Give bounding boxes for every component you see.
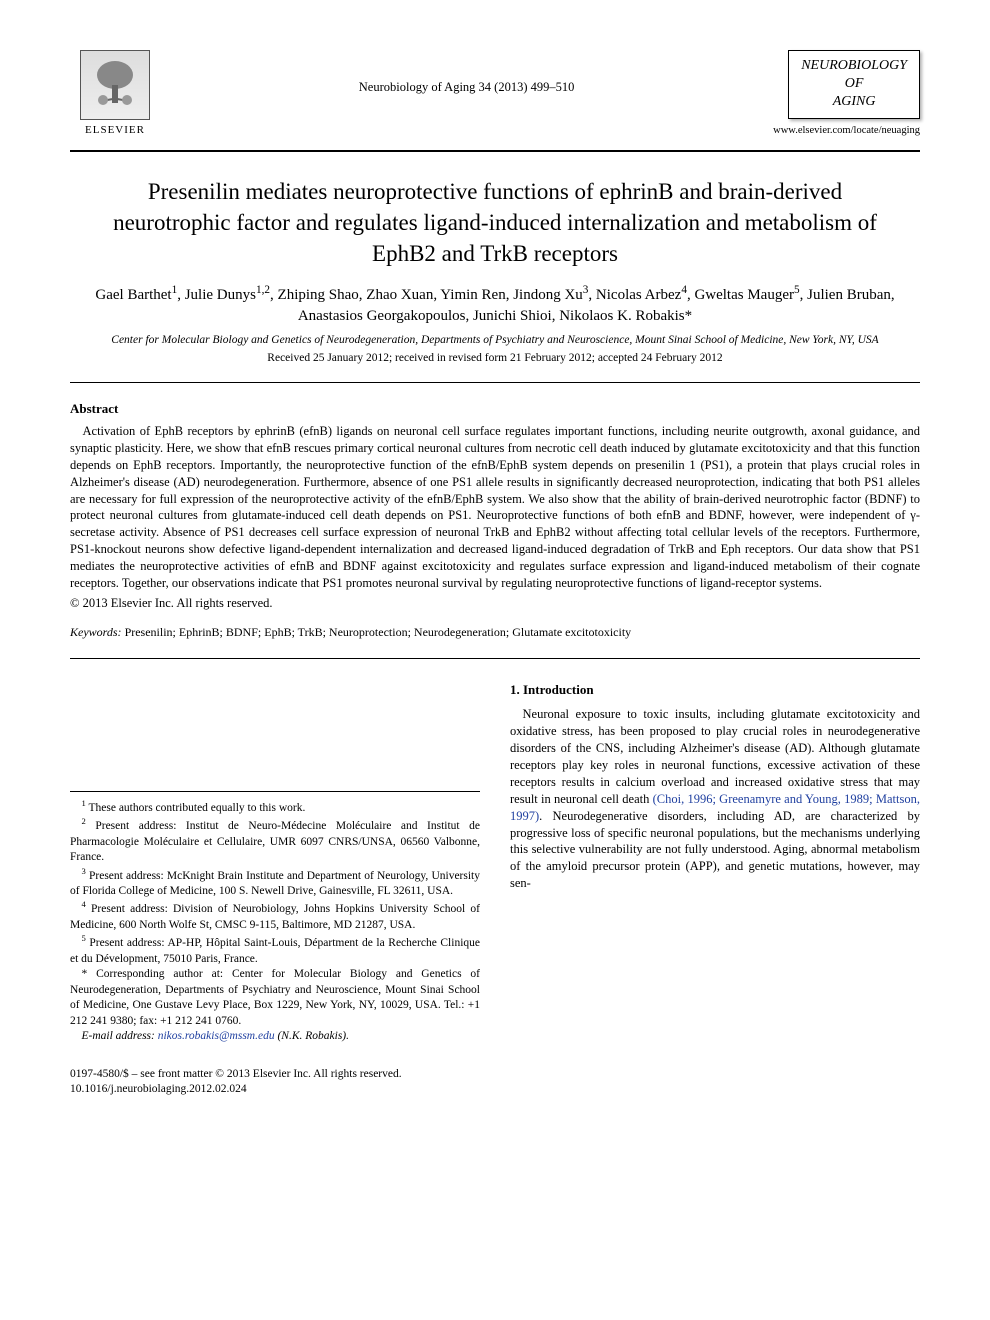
- journal-header: ELSEVIER Neurobiology of Aging 34 (2013)…: [70, 50, 920, 136]
- journal-reference: Neurobiology of Aging 34 (2013) 499–510: [359, 80, 575, 95]
- email-address[interactable]: nikos.robakis@mssm.edu: [158, 1030, 275, 1042]
- keywords-list: Presenilin; EphrinB; BDNF; EphB; TrkB; N…: [125, 625, 632, 639]
- intro-heading: 1. Introduction: [510, 681, 920, 699]
- divider-before-abstract: [70, 382, 920, 383]
- keywords-label: Keywords:: [70, 625, 122, 639]
- divider-top: [70, 150, 920, 152]
- intro-body: Neuronal exposure to toxic insults, incl…: [510, 706, 920, 892]
- affiliation: Center for Molecular Biology and Genetic…: [70, 333, 920, 348]
- footnote-2: 2 Present address: Institut de Neuro-Méd…: [70, 816, 480, 865]
- publisher-logo: ELSEVIER: [70, 50, 160, 136]
- footnote-4: 4 Present address: Division of Neurobiol…: [70, 899, 480, 933]
- main-columns: 1 These authors contributed equally to t…: [70, 681, 920, 1045]
- footnote-email: E-mail address: nikos.robakis@mssm.edu (…: [70, 1029, 480, 1045]
- footnote-1: 1 These authors contributed equally to t…: [70, 798, 480, 816]
- footnote-3: 3 Present address: McKnight Brain Instit…: [70, 866, 480, 900]
- keywords: Keywords: Presenilin; EphrinB; BDNF; Eph…: [70, 625, 920, 640]
- email-label: E-mail address:: [82, 1030, 155, 1042]
- received-dates: Received 25 January 2012; received in re…: [70, 352, 920, 364]
- article-title: Presenilin mediates neuroprotective func…: [90, 176, 900, 269]
- journal-url: www.elsevier.com/locate/neuaging: [773, 125, 920, 136]
- footnotes-block: 1 These authors contributed equally to t…: [70, 791, 480, 1045]
- elsevier-tree-icon: [80, 50, 150, 120]
- publisher-name: ELSEVIER: [85, 124, 145, 136]
- divider-after-keywords: [70, 658, 920, 659]
- journal-title-block: NEUROBIOLOGY OF AGING www.elsevier.com/l…: [773, 50, 920, 136]
- authors-list: Gael Barthet1, Julie Dunys1,2, Zhiping S…: [70, 283, 920, 327]
- front-matter-line1: 0197-4580/$ – see front matter © 2013 El…: [70, 1067, 920, 1082]
- right-column: 1. Introduction Neuronal exposure to tox…: [510, 681, 920, 1045]
- journal-title-line2: OF: [801, 75, 907, 93]
- front-matter-doi: 10.1016/j.neurobiolaging.2012.02.024: [70, 1082, 920, 1097]
- footnote-5: 5 Present address: AP-HP, Hôpital Saint-…: [70, 933, 480, 967]
- footnote-corresponding: * Corresponding author at: Center for Mo…: [70, 967, 480, 1029]
- abstract-body: Activation of EphB receptors by ephrinB …: [70, 423, 920, 592]
- left-column: 1 These authors contributed equally to t…: [70, 681, 480, 1045]
- front-matter: 0197-4580/$ – see front matter © 2013 El…: [70, 1067, 920, 1097]
- email-suffix: (N.K. Robakis).: [277, 1030, 349, 1042]
- abstract-copyright: © 2013 Elsevier Inc. All rights reserved…: [70, 596, 920, 611]
- journal-title-line1: NEUROBIOLOGY: [801, 57, 907, 75]
- abstract-heading: Abstract: [70, 401, 920, 417]
- journal-title-line3: AGING: [801, 93, 907, 111]
- journal-title: NEUROBIOLOGY OF AGING: [788, 50, 920, 119]
